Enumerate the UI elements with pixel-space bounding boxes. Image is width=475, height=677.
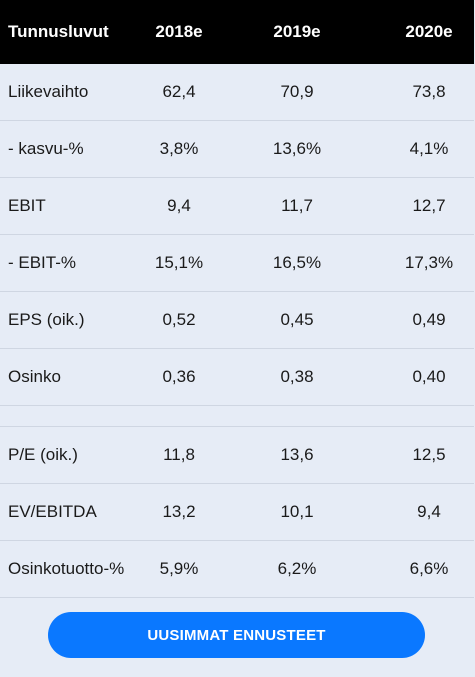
table-row-kasvu: - kasvu-% 3,8% 13,6% 4,1% [0, 121, 474, 178]
table-row-eps: EPS (oik.) 0,52 0,45 0,49 [0, 292, 474, 349]
row-value-2020: 12,5 [412, 445, 446, 464]
header-year-2019: 2019e [273, 22, 321, 41]
header-year-2020: 2020e [405, 22, 453, 41]
row-label: EBIT [8, 196, 46, 215]
table-row-ebit: EBIT 9,4 11,7 12,7 [0, 178, 474, 235]
header-label: Tunnusluvut [8, 22, 109, 41]
table-row-osinko: Osinko 0,36 0,38 0,40 [0, 349, 474, 406]
row-label: - kasvu-% [8, 139, 84, 158]
row-label: EV/EBITDA [8, 502, 97, 521]
row-value-2020: 6,6% [409, 559, 449, 578]
row-value-2019: 13,6% [272, 139, 322, 158]
row-label: P/E (oik.) [8, 445, 78, 464]
row-value-2020: 4,1% [409, 139, 449, 158]
row-value-2018: 0,52 [162, 310, 196, 329]
row-value-2018: 3,8% [159, 139, 199, 158]
row-label: Liikevaihto [8, 82, 89, 101]
row-value-2020: 73,8 [412, 82, 446, 101]
table-row-ebit-percent: - EBIT-% 15,1% 16,5% 17,3% [0, 235, 474, 292]
header-year-2018: 2018e [155, 22, 203, 41]
row-value-2018: 11,8 [163, 445, 195, 464]
row-value-2019: 0,45 [280, 310, 314, 329]
table-row-pe: P/E (oik.) 11,8 13,6 12,5 [0, 427, 474, 484]
row-value-2020: 9,4 [417, 502, 441, 521]
table-row-ev-ebitda: EV/EBITDA 13,2 10,1 9,4 [0, 484, 474, 541]
row-value-2020: 0,40 [412, 367, 446, 386]
table-row-liikevaihto: Liikevaihto 62,4 70,9 73,8 [0, 64, 474, 121]
table-row-osinkotuotto: Osinkotuotto-% 5,9% 6,2% 6,6% [0, 541, 474, 598]
row-value-2019: 16,5% [272, 253, 322, 272]
row-value-2018: 0,36 [162, 367, 196, 386]
row-value-2020: 12,7 [412, 196, 446, 215]
row-label: - EBIT-% [8, 253, 77, 272]
section-divider [0, 406, 474, 427]
row-label: Osinkotuotto-% [8, 559, 125, 578]
row-value-2020: 17,3% [404, 253, 454, 272]
row-label: Osinko [8, 367, 61, 386]
table-header: Tunnusluvut 2018e 2019e 2020e [0, 0, 474, 64]
row-value-2019: 13,6 [280, 445, 314, 464]
row-value-2020: 0,49 [412, 310, 446, 329]
row-value-2019: 0,38 [280, 367, 314, 386]
row-value-2018: 13,2 [162, 502, 196, 521]
row-value-2018: 15,1% [154, 253, 204, 272]
row-value-2018: 62,4 [162, 82, 196, 101]
row-value-2019: 70,9 [280, 82, 314, 101]
row-value-2019: 6,2% [277, 559, 317, 578]
row-value-2019: 10,1 [280, 502, 314, 521]
row-value-2018: 5,9% [159, 559, 199, 578]
row-label: EPS (oik.) [8, 310, 85, 329]
row-value-2018: 9,4 [167, 196, 191, 215]
cta-area: UUSIMMAT ENNUSTEET [0, 600, 474, 677]
latest-forecasts-button[interactable]: UUSIMMAT ENNUSTEET [48, 612, 425, 658]
row-value-2019: 11,7 [281, 196, 313, 215]
